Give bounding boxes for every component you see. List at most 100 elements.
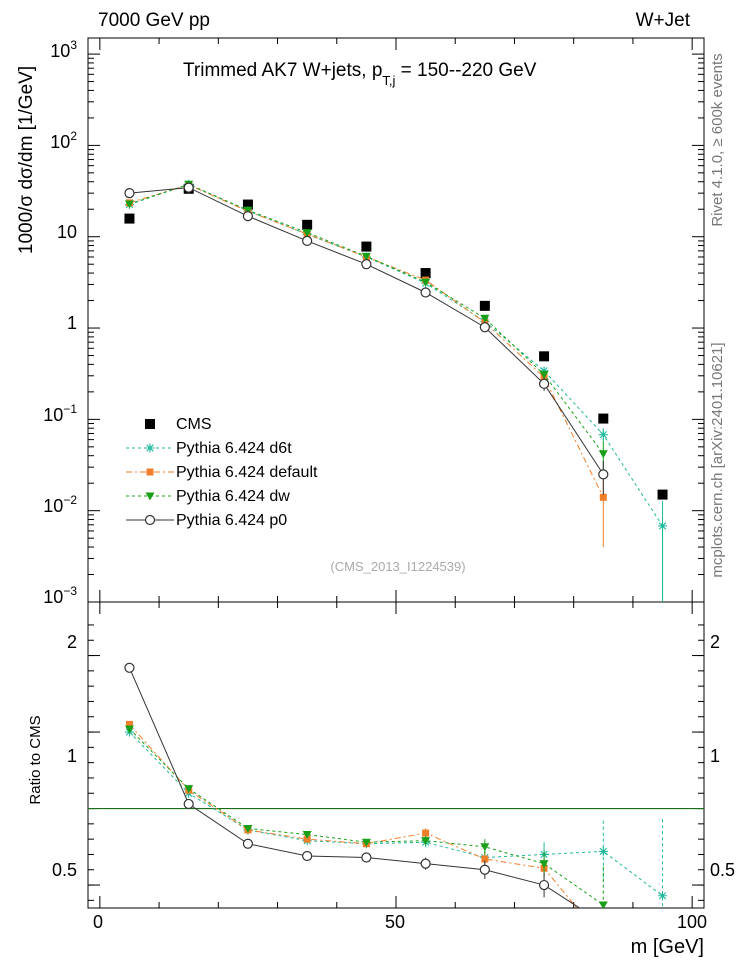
header-left: 7000 GeV pp <box>98 10 210 31</box>
ratio-point-d6t <box>598 846 608 856</box>
header-right: W+Jet <box>636 10 691 31</box>
data-point-p0 <box>124 188 135 199</box>
data-point-dw <box>421 278 431 287</box>
data-point-dw <box>243 206 253 215</box>
ratio-ytick-label: 2 <box>67 632 77 652</box>
x-axis-label: m [GeV] <box>631 936 704 958</box>
data-point-p0 <box>183 182 194 193</box>
ratio-point-default <box>125 720 133 728</box>
data-point-p0 <box>242 211 254 222</box>
legend-marker-d6t <box>145 443 155 453</box>
main-ytick-labels: 103 102 10 1 10−1 10−2 10−3 <box>43 38 77 607</box>
series-line-d6t <box>129 183 663 527</box>
main-title-text: Trimmed AK7 W+jets, p <box>183 60 382 81</box>
legend-label-default: Pythia 6.424 default <box>176 464 318 481</box>
ratio-point-default <box>422 829 430 837</box>
data-point-default <box>599 493 607 501</box>
ratio-line-p0 <box>129 667 581 908</box>
ratio-point-dw <box>361 838 371 847</box>
ratio-point-dw <box>302 831 312 840</box>
ratio-plot-frame <box>87 601 705 909</box>
ratio-point-dw <box>598 901 608 908</box>
data-point-d6t <box>658 521 668 531</box>
ratio-ytick-label: 1 <box>67 746 77 766</box>
main-ylabel: 1000/σ dσ/dm [1/GeV] <box>16 66 37 254</box>
data-point-cms <box>479 300 490 311</box>
ratio-point-p0 <box>242 838 254 849</box>
axis-ticks <box>88 38 704 908</box>
xtick-label: 100 <box>677 912 707 932</box>
ytick-label: 10−1 <box>43 402 77 425</box>
mcplots-label: mcplots.cern.ch [arXiv:2401.10621] <box>709 342 726 577</box>
ratio-point-p0 <box>302 850 313 862</box>
legend-marker-dw <box>145 492 155 501</box>
xtick-label: 50 <box>385 912 405 932</box>
legend-marker-p0 <box>144 514 156 526</box>
main-plot-marks <box>124 179 668 602</box>
data-point-cms <box>598 413 609 424</box>
data-point-cms <box>361 241 372 252</box>
ratio-point-dw <box>184 785 194 794</box>
legend-marker-default <box>146 468 154 476</box>
data-point-cms <box>657 489 668 500</box>
ratio-series-group <box>88 662 704 908</box>
legend-label-d6t: Pythia 6.424 d6t <box>176 440 292 457</box>
data-point-d6t <box>598 430 608 440</box>
ratio-point-dw <box>421 837 431 846</box>
xtick-label: 0 <box>93 912 103 932</box>
data-point-p0 <box>361 259 372 270</box>
legend: CMS Pythia 6.424 d6t Pythia 6.424 defaul… <box>176 416 318 529</box>
data-point-cms <box>302 219 313 230</box>
ratio-line-d6t <box>129 731 663 897</box>
ratio-point-p0 <box>361 852 372 863</box>
ratio-ytick-label-right: 0.5 <box>710 860 735 880</box>
data-point-cms <box>124 213 135 224</box>
data-point-cms <box>242 199 253 210</box>
ratio-point-dw <box>539 860 549 869</box>
data-point-cms <box>539 351 550 362</box>
ratio-point-p0 <box>183 798 194 810</box>
ytick-label: 10−2 <box>43 493 77 516</box>
data-point-p0 <box>479 322 490 333</box>
ratio-ytick-label-right: 2 <box>710 632 720 652</box>
rivet-label: Rivet 4.1.0, ≥ 600k events <box>709 53 726 226</box>
main-series-group <box>124 179 668 602</box>
data-point-dw <box>361 252 371 261</box>
main-title-subscript: T,j <box>382 73 395 88</box>
data-point-p0 <box>302 235 313 246</box>
ratio-ytick-labels: 2 1 0.5 2 1 0.5 <box>52 632 735 880</box>
data-point-dw <box>480 314 490 323</box>
ratio-plot-marks <box>88 662 704 908</box>
legend-label-p0: Pythia 6.424 p0 <box>176 512 287 529</box>
data-point-dw <box>302 229 312 238</box>
ratio-ylabel: Ratio to CMS <box>27 715 44 804</box>
data-point-p0 <box>420 287 431 298</box>
ratio-point-p0 <box>124 662 135 673</box>
legend-label-dw: Pythia 6.424 dw <box>176 488 290 505</box>
ratio-point-dw <box>243 824 253 833</box>
ratio-point-default <box>481 855 489 863</box>
legend-markers <box>126 419 174 526</box>
ratio-point-p0 <box>479 864 490 875</box>
data-point-dw <box>539 370 549 379</box>
ratio-point-d6t <box>658 891 668 901</box>
main-title: Trimmed AK7 W+jets, pT,j = 150--220 GeV <box>183 60 537 88</box>
series-line-dw <box>129 183 604 455</box>
data-point-dw <box>598 450 608 459</box>
ratio-point-p0 <box>538 879 550 891</box>
main-title-suffix: = 150--220 GeV <box>395 60 536 81</box>
legend-marker-cms <box>145 419 155 429</box>
ratio-point-default <box>303 835 311 843</box>
ratio-point-p0 <box>420 858 431 869</box>
ratio-point-dw <box>480 843 490 852</box>
ratio-point-dw <box>124 725 134 734</box>
xtick-labels: 0 50 100 <box>93 912 707 932</box>
legend-label-cms: CMS <box>176 416 212 433</box>
ytick-label: 1 <box>67 313 77 333</box>
data-point-cms <box>420 268 431 279</box>
ratio-ytick-label-right: 1 <box>710 746 720 766</box>
ytick-label: 10−3 <box>43 584 77 607</box>
analysis-watermark: (CMS_2013_I1224539) <box>330 559 465 574</box>
ytick-label: 103 <box>50 38 77 61</box>
